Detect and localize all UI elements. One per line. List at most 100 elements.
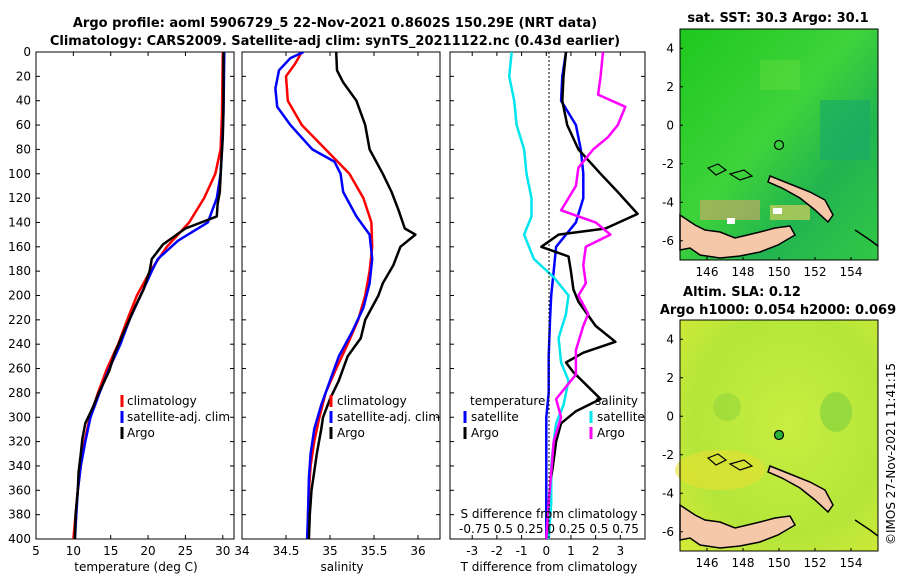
sla-land-island — [706, 453, 728, 466]
series-line-s-satellite — [507, 52, 570, 539]
x-tick-label: 35.5 — [361, 544, 388, 558]
salinity-axes-frame — [241, 51, 441, 540]
x-tick-label: 15 — [103, 544, 118, 558]
y-tick-label: 120 — [8, 191, 31, 205]
sst-land-new-guinea — [679, 213, 797, 259]
x-tick-label: 36 — [410, 544, 425, 558]
sst-land-island — [854, 229, 879, 247]
y-tick-label: 380 — [8, 508, 31, 522]
map-x-tick-label: 146 — [696, 556, 719, 570]
y-tick-label: 340 — [8, 459, 31, 473]
x-tick-label: 3 — [616, 544, 624, 558]
sst-land-island — [728, 169, 754, 181]
legend-label-climatology: climatology — [127, 394, 197, 408]
y-tick-label: 140 — [8, 215, 31, 229]
sla-land-new-guinea — [679, 503, 797, 549]
x-tick-label: -2 — [491, 544, 503, 558]
legend-label-t-satellite: satellite — [471, 410, 519, 424]
map-y-tick-label: -6 — [662, 234, 674, 248]
map-x-tick-label: 152 — [804, 556, 827, 570]
x-tick-label: 30 — [215, 544, 230, 558]
sst-map-ticks: 146 148 150 152 154 4 2 0 -2 -4 -6 — [662, 41, 862, 279]
series-line-climatology — [284, 52, 374, 539]
map-x-tick-label: 154 — [840, 556, 863, 570]
series-line-s-argo — [545, 52, 627, 539]
s-difference-label: S difference from climatology — [461, 507, 638, 521]
map-y-tick-label: 4 — [666, 41, 674, 55]
y-tick-label: 400 — [8, 532, 31, 546]
map-x-tick-label: 148 — [732, 265, 755, 279]
map-y-tick-label: -4 — [662, 486, 674, 500]
y-tick-label: 100 — [8, 167, 31, 181]
sst-argo-marker — [773, 139, 785, 151]
s-difference-ticks: -0.75 0.5 0.25 0 0.25 0.5 0.75 — [459, 522, 639, 536]
series-line-satellite-adj-clim — [274, 52, 374, 539]
map-x-tick-label: 150 — [768, 556, 791, 570]
sst-missing — [773, 208, 782, 214]
sst-map — [679, 28, 879, 261]
x-tick-label: 1 — [567, 544, 575, 558]
y-tick-label: 60 — [16, 118, 31, 132]
temperature-axes-frame — [35, 51, 235, 540]
x-tick-label: 25 — [178, 544, 193, 558]
legend-label-satellite: satellite-adj. clim — [337, 410, 440, 424]
difference-series — [507, 52, 639, 539]
map-y-tick-label: 2 — [666, 80, 674, 94]
difference-ticks: -3 -2 -1 0 1 2 3 — [450, 51, 645, 558]
map-x-tick-label: 148 — [732, 556, 755, 570]
map-x-tick-label: 152 — [804, 265, 827, 279]
y-tick-label: 220 — [8, 313, 31, 327]
sla-land-island — [728, 459, 754, 471]
temperature-legend: climatology satellite-adj. clim Argo — [120, 394, 230, 440]
series-line-t-satellite — [545, 52, 585, 539]
legend-label-satellite: satellite-adj. clim — [127, 410, 230, 424]
figure-title-line1: Argo profile: aoml 5906729_5 22-Nov-2021… — [73, 16, 597, 31]
sst-land-island — [706, 163, 728, 176]
legend-label-t-argo: Argo — [471, 426, 499, 440]
y-tick-label: 0 — [23, 45, 31, 59]
map-x-tick-label: 154 — [840, 265, 863, 279]
x-tick-label: 10 — [66, 544, 81, 558]
sla-eddy — [713, 393, 741, 421]
map-y-tick-label: -4 — [662, 195, 674, 209]
map-y-tick-label: 4 — [666, 332, 674, 346]
sla-map — [675, 319, 879, 552]
y-tick-label: 40 — [16, 94, 31, 108]
x-tick-label: 34 — [234, 544, 249, 558]
sla-argo-marker — [773, 429, 785, 441]
legend-title-salinity: salinity — [595, 394, 638, 408]
map-x-tick-label: 146 — [696, 265, 719, 279]
x-tick-label: 20 — [140, 544, 155, 558]
salinity-series — [274, 52, 417, 539]
series-line-argo — [73, 52, 225, 539]
map-y-tick-label: -2 — [662, 448, 674, 462]
y-tick-label: 360 — [8, 483, 31, 497]
copyright-label: ©IMOS 27-Nov-2021 11:41:15 — [884, 363, 898, 545]
y-tick-label: 180 — [8, 264, 31, 278]
y-tick-label: 280 — [8, 386, 31, 400]
figure-title-line2: Climatology: CARS2009. Satellite-adj cli… — [50, 34, 620, 49]
series-line-argo — [307, 52, 417, 539]
map-y-tick-label: -2 — [662, 157, 674, 171]
temperature-xlabel: temperature (deg C) — [74, 560, 197, 574]
map-y-tick-label: 0 — [666, 118, 674, 132]
map-y-tick-label: -6 — [662, 525, 674, 539]
salinity-xlabel: salinity — [320, 560, 363, 574]
x-tick-label: 0 — [542, 544, 550, 558]
sla-map-title-line1: Altim. SLA: 0.12 — [683, 285, 801, 300]
sla-map-title-line2: Argo h1000: 0.054 h2000: 0.069 — [660, 303, 896, 318]
series-line-climatology — [72, 52, 225, 539]
sst-patch — [760, 60, 800, 90]
legend-label-argo: Argo — [127, 426, 155, 440]
x-tick-label: 35 — [322, 544, 337, 558]
x-tick-label: -3 — [466, 544, 478, 558]
map-y-tick-label: 2 — [666, 371, 674, 385]
y-tick-label: 260 — [8, 362, 31, 376]
y-tick-label: 200 — [8, 289, 31, 303]
map-y-tick-label: 0 — [666, 409, 674, 423]
sla-land-new-britain — [767, 465, 834, 514]
y-tick-label: 320 — [8, 435, 31, 449]
temperature-series — [72, 52, 226, 539]
sst-missing — [727, 218, 735, 224]
